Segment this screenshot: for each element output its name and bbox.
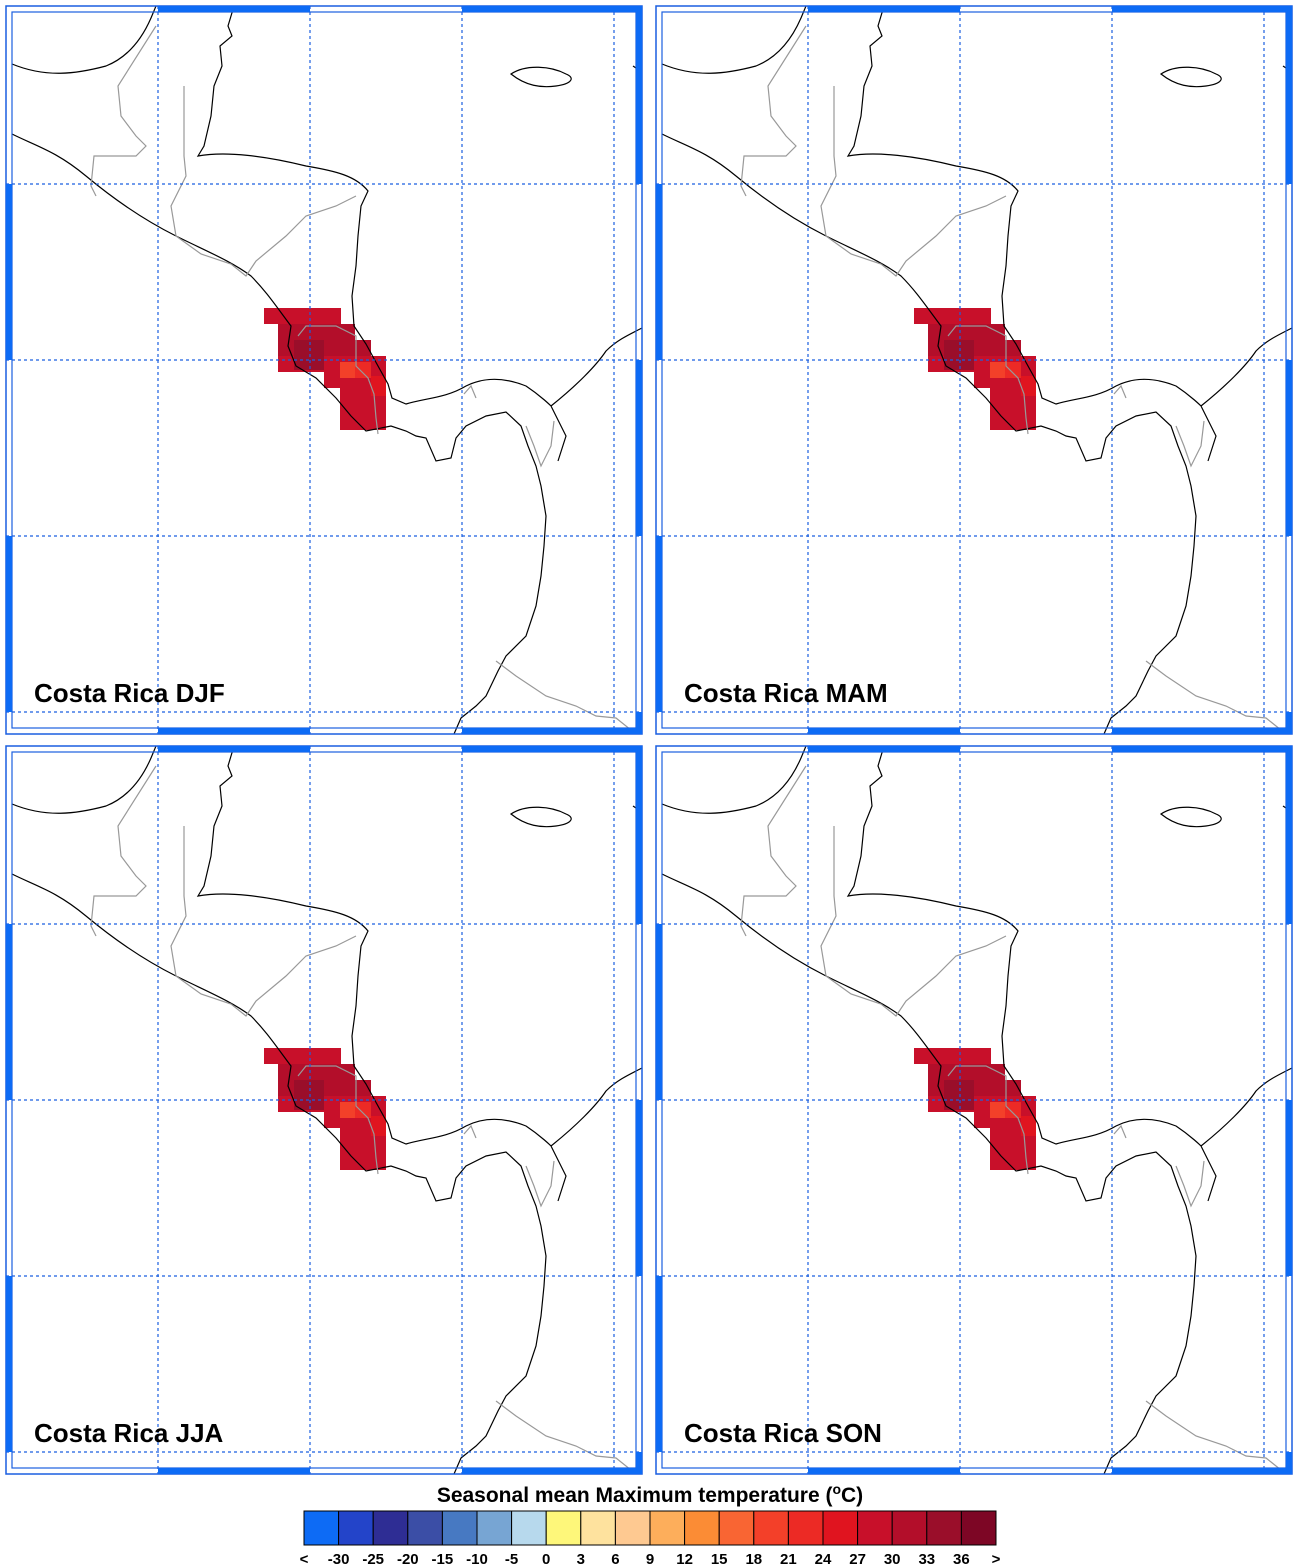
panel-title: Costa Rica SON xyxy=(684,1418,882,1448)
map-panel: Costa Rica SON xyxy=(655,745,1293,1475)
colorbar-label: -5 xyxy=(505,1551,518,1568)
colorbar-title-text: C) xyxy=(841,1484,863,1507)
colorbar-box xyxy=(926,1510,962,1546)
colorbar-label: 33 xyxy=(918,1551,935,1568)
colorbar-title: Seasonal mean Maximum temperature (oC) xyxy=(437,1481,863,1507)
panel-title: Costa Rica DJF xyxy=(34,678,225,708)
colorbar-box xyxy=(787,1510,824,1546)
map-panel: Costa Rica MAM xyxy=(655,5,1293,735)
colorbar-box xyxy=(960,1510,997,1546)
colorbar-box xyxy=(338,1510,374,1546)
colorbar-box xyxy=(684,1510,720,1546)
colorbar-label: 15 xyxy=(711,1551,728,1568)
colorbar-label: 0 xyxy=(542,1551,550,1568)
colorbar-title-text: Seasonal mean Maximum temperature ( xyxy=(437,1484,833,1507)
colorbar-label: 3 xyxy=(577,1551,585,1568)
colorbar-box xyxy=(580,1510,616,1546)
colorbar-label: -20 xyxy=(397,1551,419,1568)
colorbar-label: -15 xyxy=(432,1551,454,1568)
colorbar-label: 12 xyxy=(676,1551,693,1568)
colorbar-label: 21 xyxy=(780,1551,797,1568)
colorbar-label: -10 xyxy=(466,1551,488,1568)
colorbar-box xyxy=(407,1510,443,1546)
colorbar-title-sup: o xyxy=(832,1481,841,1497)
colorbar-box xyxy=(545,1510,582,1546)
colorbar-label: 24 xyxy=(815,1551,832,1568)
colorbar-box xyxy=(718,1510,755,1546)
colorbar-label: 30 xyxy=(884,1551,901,1568)
colorbar-box xyxy=(614,1510,651,1546)
colorbar-label: 6 xyxy=(611,1551,619,1568)
colorbar-label: 18 xyxy=(745,1551,762,1568)
map-panel: Costa Rica DJF xyxy=(5,5,643,735)
colorbar-label: < xyxy=(300,1551,309,1568)
colorbar-box xyxy=(891,1510,928,1546)
colorbar-box xyxy=(649,1510,686,1546)
colorbar-box xyxy=(476,1510,513,1546)
colorbar-label: 9 xyxy=(646,1551,654,1568)
colorbar-box xyxy=(441,1510,478,1546)
colorbar-label: 27 xyxy=(849,1551,866,1568)
colorbar-box xyxy=(372,1510,409,1546)
panel-title: Costa Rica MAM xyxy=(684,678,888,708)
colorbar-box xyxy=(303,1510,340,1546)
panel-title: Costa Rica JJA xyxy=(34,1418,224,1448)
colorbar-label: -30 xyxy=(328,1551,350,1568)
colorbar: < -30 -25 -20 -15 -10 -5 0 3 6 9 12 15 18 21 24 27 30 33 36… xyxy=(300,1510,1001,1568)
colorbar-label: > xyxy=(992,1551,1001,1568)
colorbar-box xyxy=(511,1510,547,1546)
colorbar-box xyxy=(822,1510,859,1546)
colorbar-label: 36 xyxy=(953,1551,970,1568)
colorbar-box xyxy=(857,1510,893,1546)
map-panel: Costa Rica JJA xyxy=(5,745,643,1475)
colorbar-box xyxy=(753,1510,789,1546)
colorbar-label: -25 xyxy=(362,1551,384,1568)
